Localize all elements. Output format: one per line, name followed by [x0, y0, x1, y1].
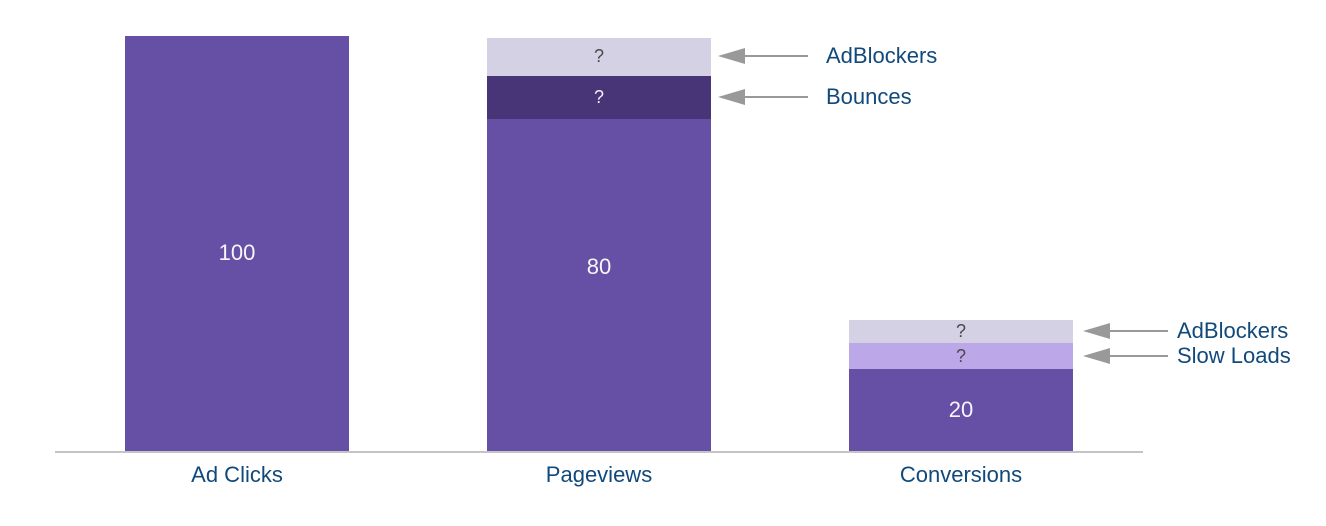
x-axis-baseline — [55, 451, 1143, 453]
category-label-ad-clicks: Ad Clicks — [191, 462, 283, 487]
bar-segment-ad-clicks-ad-clicks — [125, 36, 349, 452]
category-label-conversions: Conversions — [899, 462, 1023, 487]
arrow-left-icon — [1083, 348, 1110, 364]
arrow-line — [1110, 330, 1168, 332]
bar-segment-conversions-slow-loads — [849, 342, 1073, 369]
bar-segment-pageviews-bounces — [487, 75, 711, 120]
segment-value-label-ad-clicks-ad-clicks: 100 — [218, 240, 256, 265]
bar-segment-pageviews-adblockers — [487, 38, 711, 76]
arrow-line — [745, 96, 808, 98]
annotation-pageviews-bounces: Bounces — [718, 86, 912, 108]
annotation-label: AdBlockers — [826, 43, 938, 68]
category-label-pageviews: Pageviews — [545, 462, 653, 487]
arrow-left-icon — [1083, 323, 1110, 339]
segment-value-label-conversions-conversions: 20 — [948, 397, 974, 422]
annotation-label: AdBlockers — [1177, 318, 1289, 343]
annotation-conversions-adblockers: AdBlockers — [1083, 320, 1288, 342]
annotation-pageviews-adblockers: AdBlockers — [718, 45, 937, 67]
segment-value-label-conversions-adblockers: ? — [955, 321, 967, 341]
arrow-line — [745, 55, 808, 57]
segment-value-label-conversions-slow-loads: ? — [955, 346, 967, 366]
annotation-label: Bounces — [826, 84, 912, 109]
segment-value-label-pageviews-adblockers: ? — [593, 46, 605, 66]
annotation-label: Slow Loads — [1177, 343, 1291, 368]
arrow-left-icon — [718, 89, 745, 105]
segment-value-label-pageviews-bounces: ? — [593, 87, 605, 107]
arrow-left-icon — [718, 48, 745, 64]
bar-segment-conversions-adblockers — [849, 319, 1073, 343]
annotation-conversions-slow-loads: Slow Loads — [1083, 345, 1291, 367]
segment-value-label-pageviews-pageviews: 80 — [586, 254, 612, 279]
bar-segment-conversions-conversions — [849, 368, 1073, 452]
bar-segment-pageviews-pageviews — [487, 119, 711, 452]
arrow-line — [1110, 355, 1168, 357]
